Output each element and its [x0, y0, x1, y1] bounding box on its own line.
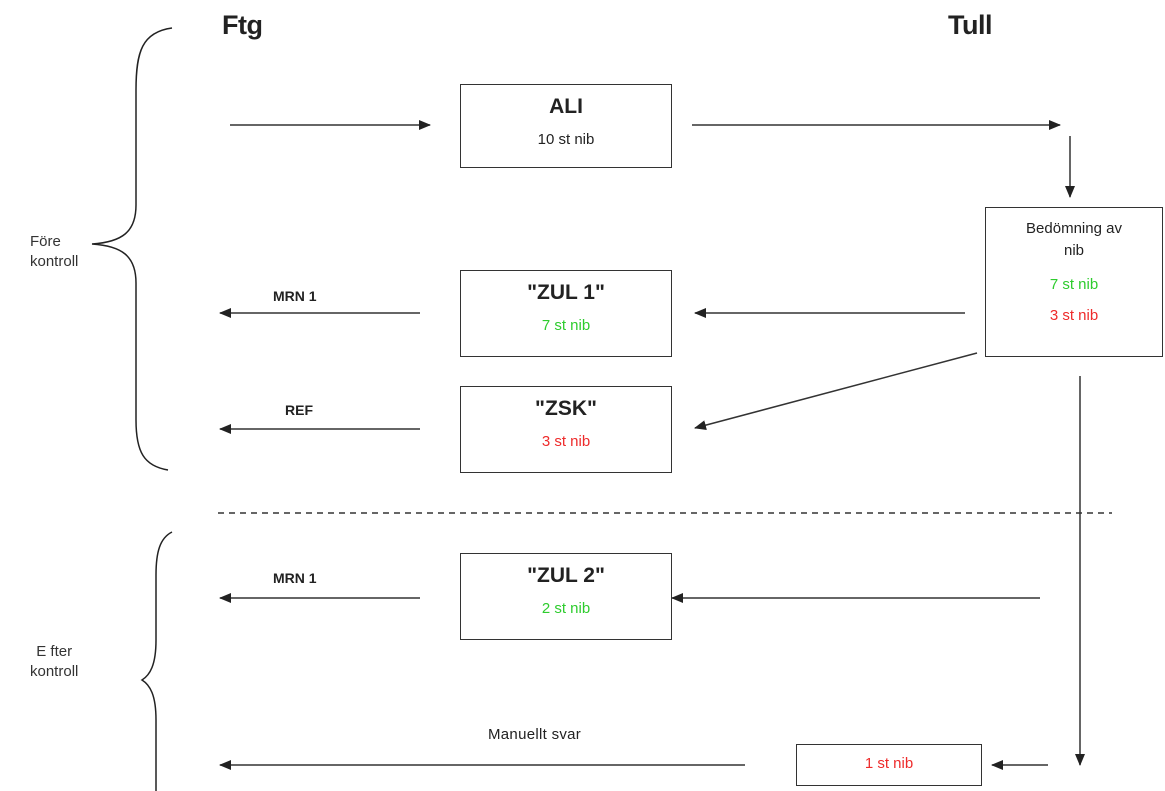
assessment-box-red-count: 3 st nib	[1049, 307, 1099, 324]
label-ref: REF	[285, 402, 313, 418]
section-label-before-line1: Före	[30, 233, 61, 250]
after-brace	[140, 531, 173, 791]
column-header-tull: Tull	[948, 10, 992, 40]
column-header-ftg: Ftg	[222, 10, 263, 40]
zul2-box-title: "ZUL 2"	[527, 564, 605, 587]
section-label-after-line1: E fter	[36, 643, 73, 660]
zsk-box-title: "ZSK"	[535, 397, 597, 420]
section-label-after-line2: kontroll	[30, 663, 79, 680]
zul1-box: "ZUL 1" 7 st nib	[460, 270, 672, 357]
ali-box-title: ALI	[549, 95, 583, 118]
zsk-box: "ZSK" 3 st nib	[460, 386, 672, 473]
manual-box-count: 1 st nib	[864, 755, 914, 772]
manual-box: 1 st nib	[796, 744, 982, 786]
label-manual-reply: Manuellt svar	[488, 726, 582, 743]
zsk-box-count: 3 st nib	[541, 433, 591, 450]
arrow-assessment-to-zsk	[694, 352, 978, 431]
assessment-box-green-count: 7 st nib	[1049, 276, 1099, 293]
zul1-box-title: "ZUL 1"	[527, 281, 605, 304]
zul2-box: "ZUL 2" 2 st nib	[460, 553, 672, 640]
section-label-before: Före kontroll	[30, 232, 78, 272]
section-label-after: E fter kontroll	[30, 642, 78, 682]
ali-box-count: 10 st nib	[537, 131, 595, 148]
ali-box: ALI 10 st nib	[460, 84, 672, 168]
assessment-box-line1: Bedömning av	[1026, 220, 1122, 237]
zul1-box-count: 7 st nib	[541, 317, 591, 334]
label-mrn1-bottom: MRN 1	[273, 570, 317, 586]
section-label-before-line2: kontroll	[30, 253, 79, 270]
assessment-box-line2: nib	[1063, 242, 1085, 259]
zul2-box-count: 2 st nib	[541, 600, 591, 617]
assessment-box: Bedömning av nib 7 st nib 3 st nib	[985, 207, 1163, 357]
label-mrn1-top: MRN 1	[273, 288, 317, 304]
before-brace	[91, 27, 173, 471]
